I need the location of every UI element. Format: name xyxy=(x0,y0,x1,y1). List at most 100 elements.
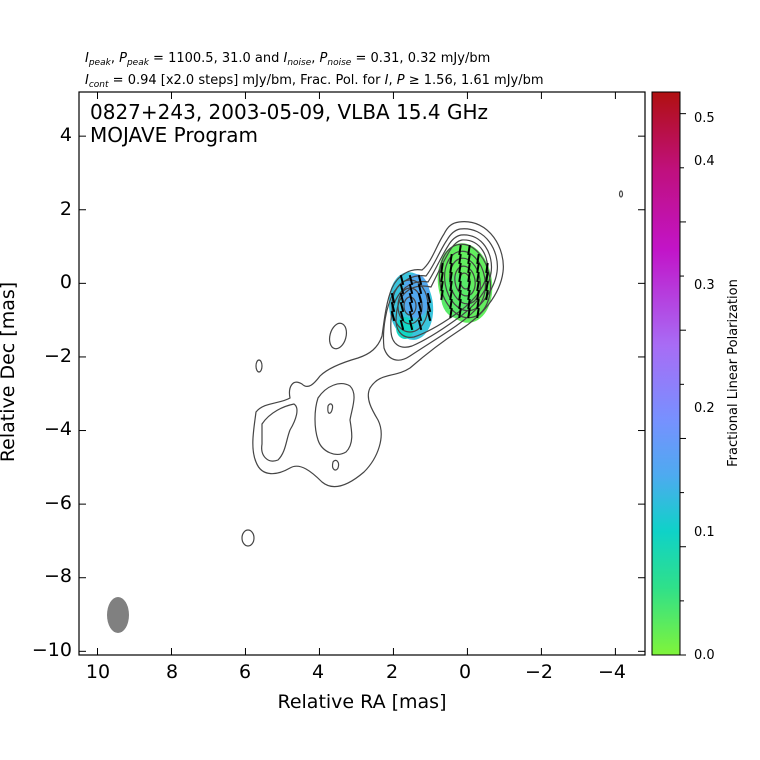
evpa-tick-40 xyxy=(390,310,396,322)
cb-tick-1: 0.1 xyxy=(694,525,715,540)
evpa-tick-52 xyxy=(408,319,414,331)
x-tick-4: 4 xyxy=(312,661,324,683)
colorbar-label: Fractional Linear Polarization xyxy=(726,279,741,467)
evpa-tick-57 xyxy=(417,310,423,322)
evpa-tick-46 xyxy=(399,319,405,331)
contour-blob-3 xyxy=(241,529,255,547)
evpa-tick-44 xyxy=(399,301,405,313)
plot-background xyxy=(79,92,645,655)
contour-outer xyxy=(252,221,504,487)
contour-jet-inner-b xyxy=(261,403,298,462)
evpa-tick-21 xyxy=(467,262,471,274)
y-tick-0: 0 xyxy=(60,271,72,293)
restoring-beam xyxy=(107,597,129,633)
evpa-tick-13 xyxy=(458,262,462,274)
evpa-tick-9 xyxy=(449,298,453,310)
contour-jet-inner-a xyxy=(314,383,355,455)
colorbar-ticks xyxy=(680,113,686,656)
evpa-tick-47 xyxy=(408,274,414,286)
chart-title: 0827+243, 2003-05-09, VLBA 15.4 GHz xyxy=(90,100,488,124)
evpa-tick-55 xyxy=(417,292,423,304)
x-tick-6: 6 xyxy=(239,661,251,683)
header-line-2: Icont = 0.94 [x2.0 steps] mJy/bm, Frac. … xyxy=(85,73,544,90)
evpa-tick-23 xyxy=(467,280,471,292)
plot-frame xyxy=(78,91,646,656)
x-tick-labels: 10 8 6 4 2 0 −2 −4 xyxy=(86,661,626,683)
y-tick-4: 4 xyxy=(60,124,72,146)
y-tick-neg4: −4 xyxy=(44,418,72,440)
contour-blob-1 xyxy=(328,322,348,350)
evpa-tick-38 xyxy=(390,292,396,304)
x-tick-8: 8 xyxy=(166,661,178,683)
evpa-tick-20 xyxy=(467,253,471,265)
cb-tick-3: 0.3 xyxy=(694,278,715,293)
contour-jet-inner-c xyxy=(327,403,334,414)
evpa-tick-0 xyxy=(440,262,444,274)
x-tick-0: 0 xyxy=(459,661,471,683)
evpa-tick-25 xyxy=(467,298,471,310)
contour-2 xyxy=(382,228,498,361)
plot-area xyxy=(78,91,646,656)
colorbar: 0.0 0.1 0.2 0.3 0.4 0.5 Fractional Linea… xyxy=(651,91,741,663)
evpa-tick-43 xyxy=(399,292,405,304)
y-tick-neg8: −8 xyxy=(44,565,72,587)
header-line-1: Ipeak, Ppeak = 1100.5, 31.0 and Inoise, … xyxy=(85,51,490,68)
y-tick-neg2: −2 xyxy=(44,345,72,367)
evpa-tick-33 xyxy=(476,307,480,319)
evpa-tick-3 xyxy=(440,289,444,301)
x-tick-neg4: −4 xyxy=(598,661,626,683)
evpa-tick-11 xyxy=(458,244,462,256)
cb-tick-2: 0.2 xyxy=(694,401,715,416)
contour-jet-inner-d xyxy=(331,459,340,471)
evpa-tick-26 xyxy=(467,307,471,319)
evpa-tick-24 xyxy=(467,289,471,301)
evpa-tick-5 xyxy=(449,262,453,274)
evpa-tick-1 xyxy=(440,271,444,283)
contour-blob-2 xyxy=(255,359,263,373)
contour-8 xyxy=(454,265,476,297)
evpa-tick-31 xyxy=(476,289,480,301)
evpa-tick-8 xyxy=(449,289,453,301)
y-tick-neg10: −10 xyxy=(32,639,72,661)
evpa-tick-27 xyxy=(476,253,480,265)
x-tick-10: 10 xyxy=(86,661,110,683)
evpa-tick-37 xyxy=(485,289,489,301)
contour-5 xyxy=(438,243,492,319)
x-tick-neg2: −2 xyxy=(525,661,553,683)
cb-tick-5: 0.5 xyxy=(694,111,715,126)
x-tick-2: 2 xyxy=(386,661,398,683)
evpa-tick-45 xyxy=(399,310,405,322)
y-tick-labels: 4 2 0 −2 −4 −6 −8 −10 xyxy=(32,124,72,661)
evpa-tick-4 xyxy=(449,253,453,265)
evpa-tick-34 xyxy=(485,262,489,274)
x-axis-label: Relative RA [mas] xyxy=(277,691,446,713)
evpa-tick-56 xyxy=(417,301,423,313)
evpa-tick-18 xyxy=(458,307,462,319)
evpa-tick-61 xyxy=(426,310,432,322)
evpa-tick-59 xyxy=(426,292,432,304)
evpa-tick-17 xyxy=(458,298,462,310)
evpa-tick-6 xyxy=(449,271,453,283)
evpa-tick-29 xyxy=(476,271,480,283)
evpa-tick-2 xyxy=(440,280,444,292)
evpa-tick-19 xyxy=(467,244,471,256)
evpa-tick-60 xyxy=(426,301,432,313)
evpa-tick-41 xyxy=(399,274,405,286)
evpa-tick-12 xyxy=(458,253,462,265)
evpa-tick-35 xyxy=(485,271,489,283)
evpa-tick-22 xyxy=(467,271,471,283)
evpa-tick-50 xyxy=(408,301,414,313)
y-tick-neg6: −6 xyxy=(44,492,72,514)
chart-subtitle: MOJAVE Program xyxy=(90,123,258,147)
evpa-tick-28 xyxy=(476,262,480,274)
evpa-tick-10 xyxy=(449,307,453,319)
evpa-tick-16 xyxy=(458,289,462,301)
cb-tick-4: 0.4 xyxy=(694,154,715,169)
evpa-tick-53 xyxy=(417,274,423,286)
colorbar-gradient xyxy=(651,91,681,656)
evpa-tick-30 xyxy=(476,280,480,292)
evpa-tick-15 xyxy=(458,280,462,292)
evpa-tick-48 xyxy=(408,283,414,295)
cb-tick-0: 0.0 xyxy=(694,648,715,663)
